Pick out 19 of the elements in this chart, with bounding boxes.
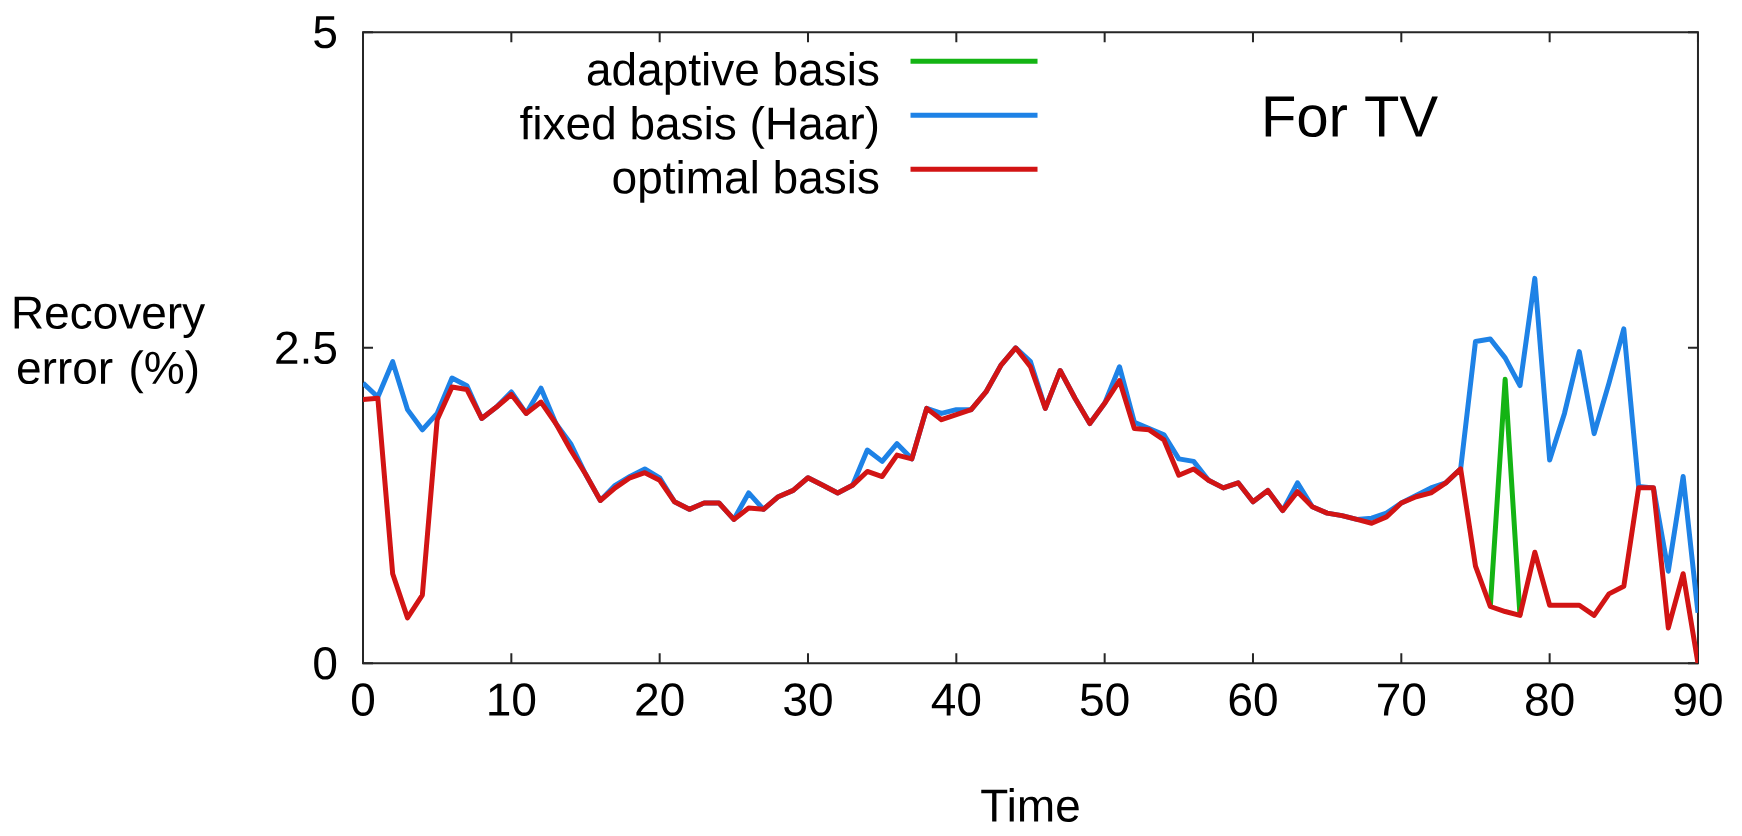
x-tick-label: 80	[1526, 683, 1574, 716]
x-tick-label: 20	[636, 683, 684, 716]
x-tick-label: 50	[1080, 683, 1129, 716]
y-tick-label: 5	[314, 16, 337, 49]
legend-label: optimal basis	[613, 159, 879, 203]
y-tick-label: 0	[314, 647, 337, 680]
x-tick-label: 0	[352, 683, 375, 716]
y-tick-label: 2.5	[276, 331, 337, 365]
x-tick-label: 10	[489, 683, 536, 716]
legend-label: fixed basis (Haar)	[520, 105, 878, 149]
x-tick-label: 90	[1674, 683, 1722, 716]
x-tick-label: 40	[931, 683, 981, 716]
x-tick-label: 30	[784, 683, 832, 716]
x-axis-title: Time	[981, 788, 1079, 822]
x-tick-label: 70	[1378, 683, 1426, 716]
x-tick-label: 60	[1229, 683, 1277, 716]
annotation: For TV	[1265, 96, 1438, 138]
y-axis-title: Recovery error (%)	[14, 296, 206, 394]
legend-label: adaptive basis	[587, 51, 879, 95]
